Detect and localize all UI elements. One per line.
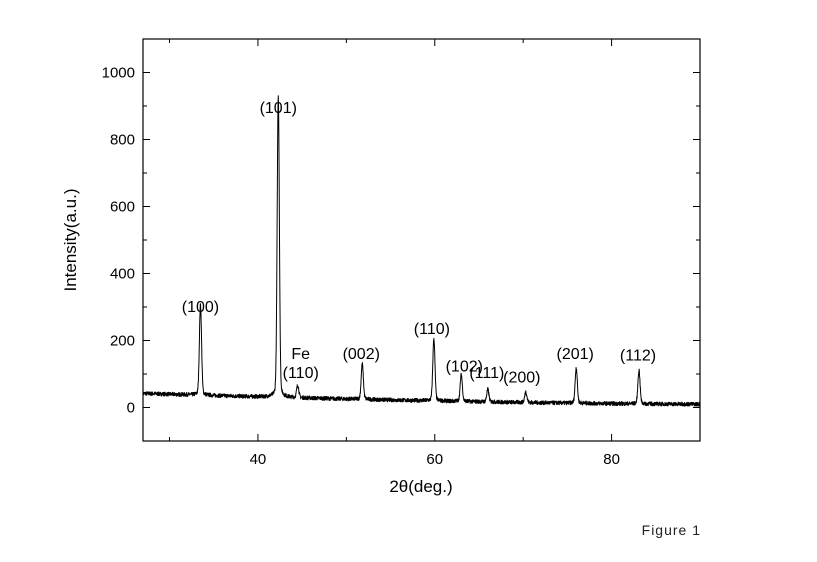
- y-tick-label: 200: [110, 333, 135, 350]
- y-axis: 0 200 400 600 800 1000: [102, 38, 700, 442]
- x-tick-label: 80: [603, 451, 620, 468]
- diffraction-pattern-line: [142, 95, 701, 407]
- figure-caption: Figure 1: [641, 522, 701, 538]
- peak-label: Fe (110): [283, 346, 319, 382]
- peak-label: (100): [182, 299, 219, 316]
- plot-frame: [142, 38, 701, 442]
- y-axis-label: Intensity(a.u.): [61, 189, 80, 292]
- peak-labels: (100)(101)Fe (110)(002)(110)(102)(111)(20…: [182, 100, 656, 387]
- peak-label: (111): [469, 365, 504, 382]
- y-tick-label: 600: [110, 199, 135, 216]
- x-axis-label: 2θ(deg.): [389, 477, 452, 496]
- peak-label: (201): [557, 346, 594, 363]
- peak-label: (200): [503, 369, 540, 386]
- peak-label: (101): [260, 100, 297, 117]
- peak-label: (110): [414, 321, 450, 338]
- peak-label: (102): [446, 358, 483, 375]
- y-tick-label: 800: [110, 132, 135, 149]
- peak-label: (112): [620, 348, 656, 365]
- x-axis: 40 60 80: [169, 39, 701, 468]
- y-tick-label: 400: [110, 266, 135, 283]
- peak-label: (002): [343, 346, 380, 363]
- y-tick-label: 0: [127, 400, 135, 417]
- x-tick-label: 60: [426, 451, 443, 468]
- y-tick-label: 1000: [102, 65, 135, 82]
- x-tick-label: 40: [250, 451, 267, 468]
